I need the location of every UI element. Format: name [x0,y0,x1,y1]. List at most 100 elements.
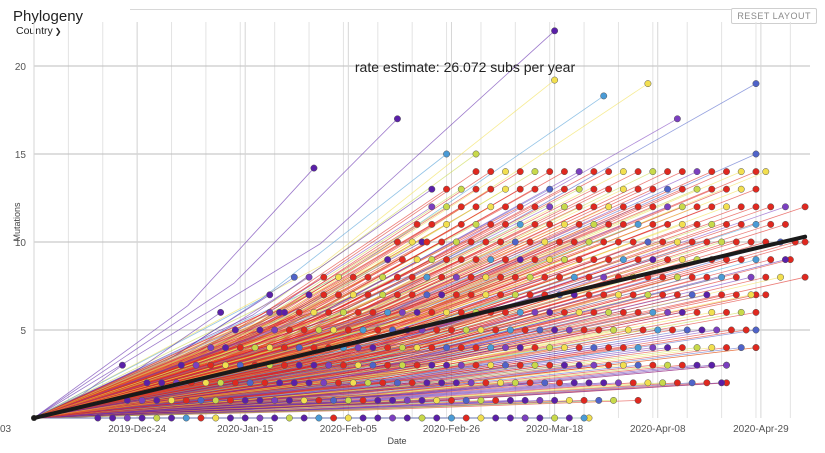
tip-marker[interactable] [502,256,509,264]
tip-marker[interactable] [315,414,323,422]
tip-marker[interactable] [443,344,451,352]
tip-marker[interactable] [428,256,436,264]
tip-marker[interactable] [462,326,470,334]
tip-marker[interactable] [408,291,416,299]
tip-marker[interactable] [634,203,642,211]
tip-marker[interactable] [423,379,431,387]
tip-marker[interactable] [443,150,451,158]
tip-marker[interactable] [389,414,396,422]
tip-marker[interactable] [418,414,426,422]
tip-marker[interactable] [403,414,411,422]
tip-marker[interactable] [374,396,382,404]
tip-marker[interactable] [285,326,293,334]
tip-marker[interactable] [438,291,446,299]
tip-marker[interactable] [678,344,686,352]
tip-markers[interactable] [31,27,809,422]
tip-marker[interactable] [752,185,760,193]
tip-marker[interactable] [801,238,809,246]
tip-marker[interactable] [541,379,549,387]
tip-marker[interactable] [349,379,357,387]
tip-marker[interactable] [737,168,745,176]
tip-marker[interactable] [516,185,524,193]
tip-marker[interactable] [384,344,392,352]
tip-marker[interactable] [472,150,480,158]
tip-marker[interactable] [398,361,406,369]
tip-marker[interactable] [443,361,451,369]
tip-marker[interactable] [585,379,593,387]
tip-marker[interactable] [246,379,254,387]
tip-marker[interactable] [492,414,500,422]
tip-marker[interactable] [619,185,627,193]
tip-marker[interactable] [531,168,539,176]
tip-marker[interactable] [506,326,514,334]
tip-marker[interactable] [349,273,357,281]
tip-marker[interactable] [393,291,401,299]
tip-marker[interactable] [752,80,760,88]
tip-marker[interactable] [295,308,303,316]
tip-marker[interactable] [634,396,642,404]
tip-marker[interactable] [560,185,568,193]
tip-marker[interactable] [413,361,421,369]
tip-marker[interactable] [605,203,613,211]
tip-marker[interactable] [300,414,308,422]
tip-marker[interactable] [664,344,672,352]
tip-marker[interactable] [708,361,716,369]
tip-marker[interactable] [354,308,362,316]
tip-marker[interactable] [531,185,539,193]
tip-marker[interactable] [227,396,234,404]
tip-marker[interactable] [595,396,603,404]
tip-marker[interactable] [560,220,568,228]
tip-marker[interactable] [752,344,760,352]
tip-marker[interactable] [762,291,770,299]
tip-marker[interactable] [335,379,342,387]
tip-marker[interactable] [664,168,672,176]
tip-marker[interactable] [536,396,544,404]
tip-marker[interactable] [516,203,524,211]
tip-marker[interactable] [673,291,681,299]
tip-marker[interactable] [300,396,308,404]
tip-marker[interactable] [551,27,559,35]
tip-marker[interactable] [777,273,784,281]
tip-marker[interactable] [600,273,608,281]
tip-marker[interactable] [310,164,318,172]
tip-marker[interactable] [467,273,475,281]
tip-marker[interactable] [546,220,554,228]
tip-marker[interactable] [619,203,627,211]
tip-marker[interactable] [678,220,686,228]
tip-marker[interactable] [536,414,544,422]
tip-marker[interactable] [330,326,338,334]
tip-marker[interactable] [369,344,377,352]
tip-marker[interactable] [560,168,568,176]
tip-marker[interactable] [212,414,220,422]
tip-marker[interactable] [339,308,347,316]
tip-marker[interactable] [556,273,563,281]
tip-marker[interactable] [222,361,229,369]
tip-marker[interactable] [492,396,500,404]
tip-marker[interactable] [457,203,465,211]
tip-marker[interactable] [266,291,274,299]
tip-marker[interactable] [723,308,730,316]
tip-marker[interactable] [580,396,588,404]
tip-marker[interactable] [575,361,583,369]
tip-marker[interactable] [398,256,406,264]
tip-marker[interactable] [143,379,151,387]
tip-marker[interactable] [413,344,421,352]
tip-marker[interactable] [452,379,460,387]
tip-marker[interactable] [369,308,377,316]
tip-marker[interactable] [443,185,451,193]
tip-marker[interactable] [521,326,529,334]
tip-marker[interactable] [438,273,446,281]
tip-marker[interactable] [575,344,583,352]
tip-marker[interactable] [354,344,362,352]
tip-marker[interactable] [737,220,745,228]
tip-marker[interactable] [197,414,205,422]
tip-marker[interactable] [285,396,293,404]
tip-marker[interactable] [615,291,622,299]
tip-marker[interactable] [634,168,642,176]
tip-marker[interactable] [605,168,613,176]
tip-marker[interactable] [664,185,672,193]
tip-marker[interactable] [138,414,146,422]
tip-marker[interactable] [678,308,686,316]
tip-marker[interactable] [443,308,451,316]
